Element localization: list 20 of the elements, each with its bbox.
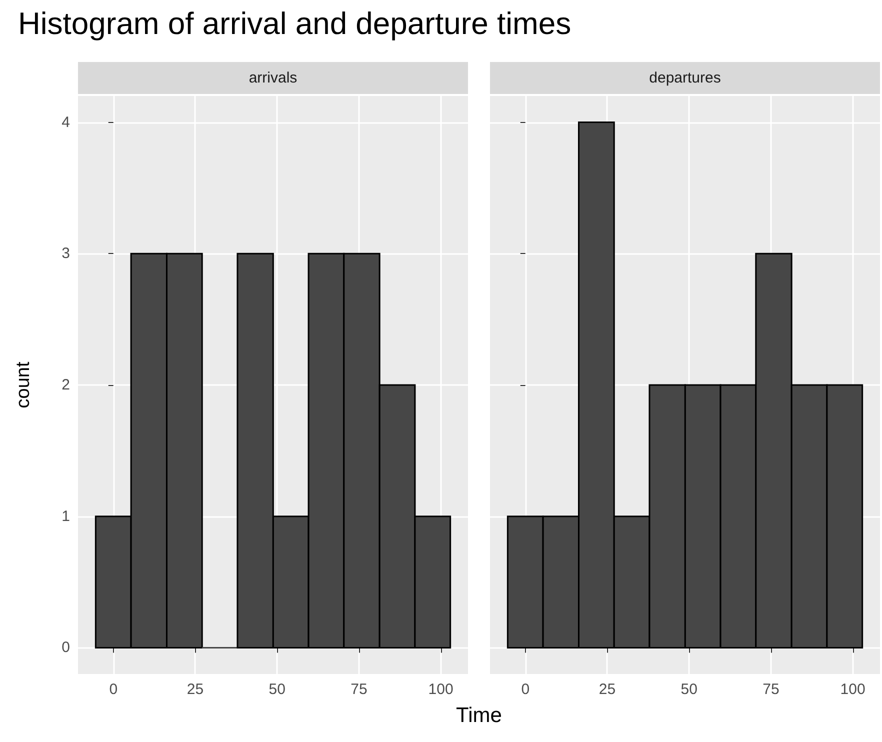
x-tick-label: 50 [268, 681, 286, 698]
y-tick-label: 2 [62, 376, 70, 394]
x-tick-label: 0 [521, 681, 530, 698]
x-axis-title: Time [455, 704, 503, 728]
y-tick-label: 0 [62, 639, 70, 656]
y-tick-label: 1 [62, 508, 70, 525]
x-tick-label: 75 [350, 681, 368, 698]
y-tick-label: 3 [62, 245, 70, 262]
x-tick-label: 50 [680, 681, 698, 698]
chart-title: Histogram of arrival and departure times [18, 6, 572, 42]
x-tick-label: 75 [762, 681, 780, 698]
y-axis-title: count [13, 361, 34, 408]
y-tick-label: 4 [62, 114, 70, 131]
x-tick-label: 25 [598, 681, 616, 698]
chart-subtitle: departures [649, 70, 721, 86]
x-tick-label: 100 [840, 681, 866, 698]
x-tick-label: 25 [186, 681, 204, 698]
x-tick-label: 100 [428, 681, 454, 698]
x-tick-label: 0 [109, 681, 118, 698]
chart-subtitle: arrivals [248, 70, 298, 86]
